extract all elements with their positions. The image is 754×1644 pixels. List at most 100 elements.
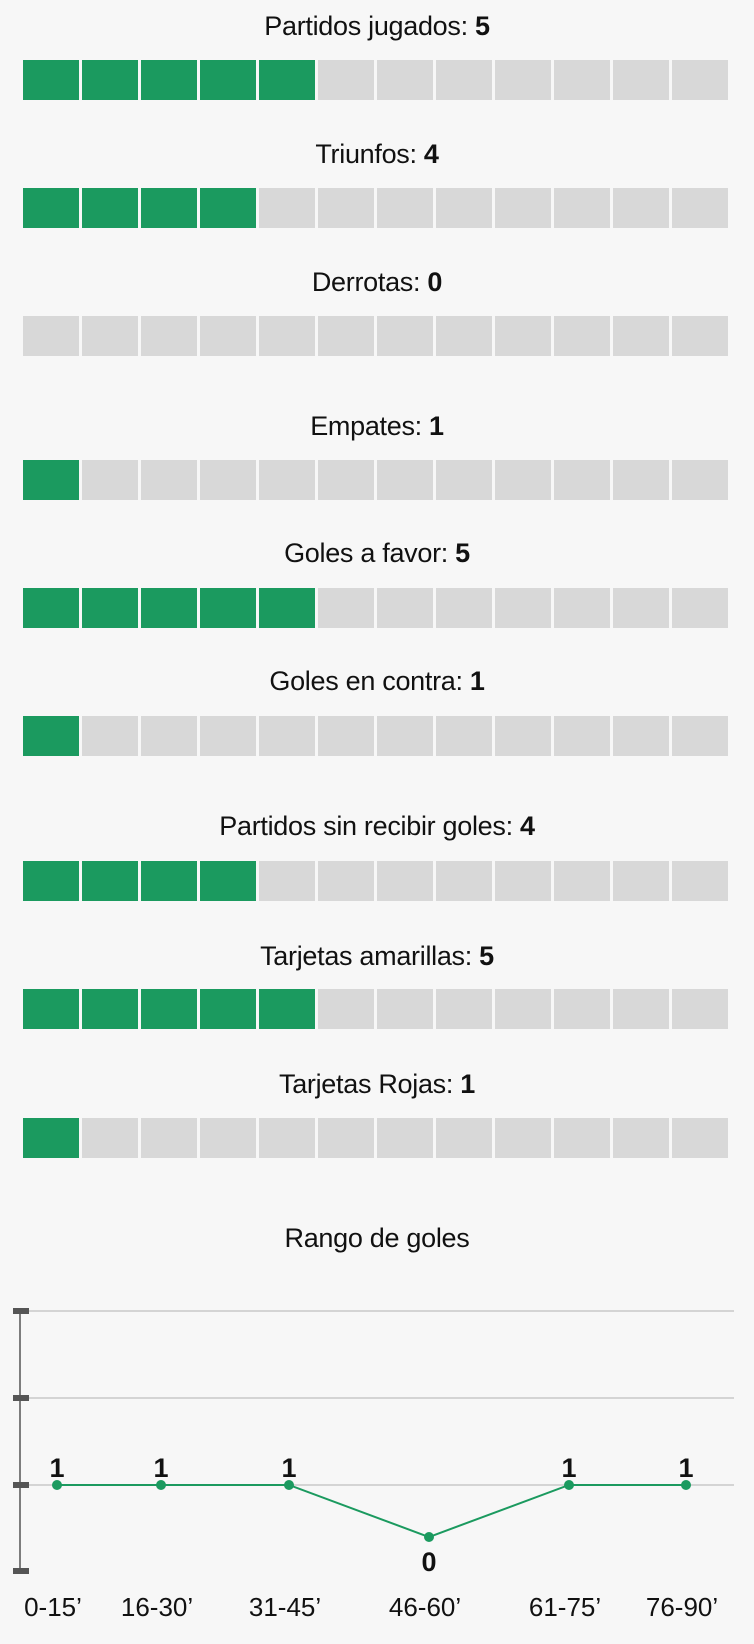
bar-segment-empty <box>554 588 610 628</box>
data-label: 1 <box>678 1453 693 1483</box>
bar-segment-empty <box>259 861 315 901</box>
y-tick-mark <box>13 1568 29 1574</box>
bar-segment-filled <box>259 989 315 1029</box>
bar-segment-empty <box>672 1118 728 1158</box>
bar-segment-empty <box>672 60 728 100</box>
bar-segment-empty <box>672 460 728 500</box>
bar-segment-empty <box>613 716 669 756</box>
bar-segment-filled <box>82 188 138 228</box>
stat-label: Goles a favor: <box>284 538 448 568</box>
bar-segment-filled <box>23 1118 79 1158</box>
stat-bar <box>23 716 728 756</box>
stat-bar <box>23 861 728 901</box>
bar-segment-empty <box>495 861 551 901</box>
bar-segment-filled <box>141 188 197 228</box>
bar-segment-filled <box>200 588 256 628</box>
bar-segment-empty <box>554 1118 610 1158</box>
y-tick-mark <box>13 1482 29 1488</box>
data-label: 1 <box>281 1453 296 1483</box>
bar-segment-empty <box>672 316 728 356</box>
data-label: 0 <box>421 1547 436 1577</box>
bar-segment-empty <box>82 716 138 756</box>
bar-segment-empty <box>318 188 374 228</box>
bar-segment-filled <box>23 60 79 100</box>
bar-segment-empty <box>318 989 374 1029</box>
bar-segment-empty <box>613 1118 669 1158</box>
bar-segment-empty <box>672 588 728 628</box>
stat-bar <box>23 1118 728 1158</box>
bar-segment-empty <box>554 60 610 100</box>
bar-segment-filled <box>82 989 138 1029</box>
stat-label: Partidos jugados: <box>264 11 468 41</box>
bar-segment-empty <box>672 716 728 756</box>
bar-segment-filled <box>200 60 256 100</box>
bar-segment-filled <box>141 588 197 628</box>
stat-title: Tarjetas Rojas: 1 <box>0 1068 754 1100</box>
bar-segment-empty <box>318 588 374 628</box>
bar-segment-filled <box>141 989 197 1029</box>
x-tick-label: 76-90’ <box>646 1592 718 1622</box>
x-tick-label: 46-60’ <box>389 1592 461 1622</box>
stat-title: Tarjetas amarillas: 5 <box>0 940 754 972</box>
stat-value: 5 <box>467 11 490 41</box>
stat-value: 1 <box>421 411 444 441</box>
bar-segment-empty <box>436 716 492 756</box>
stat-value: 0 <box>420 267 443 297</box>
data-point <box>284 1480 294 1490</box>
stat-bar <box>23 460 728 500</box>
bar-segment-empty <box>259 316 315 356</box>
bar-segment-filled <box>259 60 315 100</box>
stat-title: Partidos sin recibir goles: 4 <box>0 810 754 842</box>
bar-segment-empty <box>495 989 551 1029</box>
bar-segment-empty <box>82 316 138 356</box>
bar-segment-empty <box>377 588 433 628</box>
bar-segment-empty <box>554 989 610 1029</box>
bar-segment-empty <box>318 60 374 100</box>
bar-segment-empty <box>318 316 374 356</box>
bar-segment-empty <box>318 716 374 756</box>
bar-segment-empty <box>554 460 610 500</box>
bar-segment-empty <box>436 316 492 356</box>
bar-segment-filled <box>141 861 197 901</box>
bar-segment-empty <box>141 316 197 356</box>
bar-segment-empty <box>82 460 138 500</box>
chart-title: Rango de goles <box>284 1223 470 1253</box>
bar-segment-empty <box>554 188 610 228</box>
x-tick-label: 0-15’ <box>24 1592 82 1622</box>
bar-segment-empty <box>613 316 669 356</box>
stat-title: Goles a favor: 5 <box>0 537 754 569</box>
bar-segment-empty <box>23 316 79 356</box>
bar-segment-empty <box>672 188 728 228</box>
bar-segment-empty <box>495 1118 551 1158</box>
bar-segment-empty <box>82 1118 138 1158</box>
data-point <box>52 1480 62 1490</box>
bar-segment-filled <box>200 188 256 228</box>
bar-segment-empty <box>318 1118 374 1158</box>
bar-segment-empty <box>554 861 610 901</box>
stat-title: Goles en contra: 1 <box>0 665 754 697</box>
stat-bar <box>23 188 728 228</box>
stat-title: Triunfos: 4 <box>0 138 754 170</box>
bar-segment-empty <box>495 60 551 100</box>
bar-segment-empty <box>613 989 669 1029</box>
bar-segment-filled <box>200 989 256 1029</box>
stat-bar <box>23 60 728 100</box>
bar-segment-filled <box>23 460 79 500</box>
bar-segment-filled <box>141 60 197 100</box>
bar-segment-filled <box>23 588 79 628</box>
bar-segment-empty <box>554 716 610 756</box>
bar-segment-empty <box>141 716 197 756</box>
bar-segment-empty <box>613 60 669 100</box>
bar-segment-empty <box>200 460 256 500</box>
bar-segment-empty <box>495 716 551 756</box>
x-tick-label: 16-30’ <box>121 1592 193 1622</box>
stat-value: 5 <box>471 941 494 971</box>
bar-segment-filled <box>82 588 138 628</box>
data-label: 1 <box>561 1453 576 1483</box>
bar-segment-empty <box>436 989 492 1029</box>
bar-segment-empty <box>554 316 610 356</box>
bar-segment-empty <box>613 861 669 901</box>
stat-bar <box>23 316 728 356</box>
bar-segment-empty <box>613 588 669 628</box>
bar-segment-empty <box>377 316 433 356</box>
